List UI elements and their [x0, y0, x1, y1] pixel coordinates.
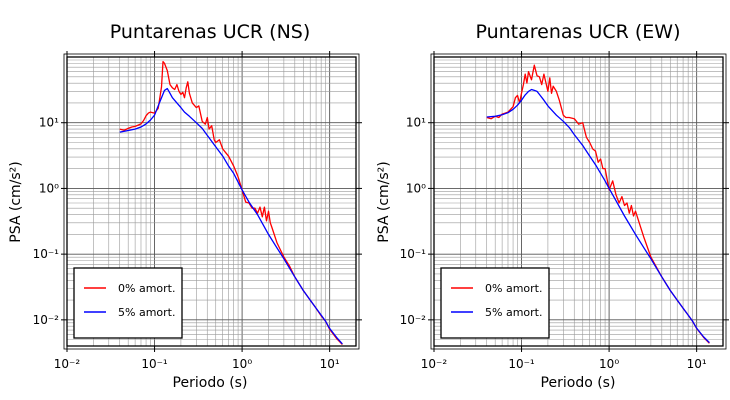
legend-label: 5% amort. [118, 306, 175, 319]
y-tick-label: 10⁻¹ [33, 247, 60, 261]
y-tick-label: 10⁻² [400, 313, 427, 327]
y-tick-label: 10⁰ [406, 181, 426, 195]
series-lines [486, 64, 710, 344]
x-tick-label: 10⁻² [54, 357, 81, 371]
plot-frame [66, 56, 357, 347]
legend-box [440, 267, 550, 339]
ticks [61, 51, 362, 352]
x-tick-label: 10⁰ [599, 357, 619, 371]
x-tick-label: 10¹ [320, 357, 340, 371]
panel-ns: Puntarenas UCR (NS) 10⁻² 10⁻¹ 10⁰ 10¹ 10⁻² 10… [8, 21, 362, 391]
panel-ew: Puntarenas UCR (EW) 10⁻² 10⁻¹ 10⁰ 10¹ 10⁻² 10… [376, 21, 729, 391]
series-lines [119, 60, 343, 346]
chart-title: Puntarenas UCR (EW) [475, 21, 680, 43]
legend-label: 0% amort. [485, 282, 542, 295]
x-tick-label: 10⁻¹ [141, 357, 168, 371]
x-tick-label: 10⁰ [232, 357, 252, 371]
ticks [428, 51, 729, 352]
series-line-blue [119, 87, 343, 345]
gridlines [66, 56, 357, 347]
series-line-blue [486, 88, 710, 344]
legend-label: 5% amort. [485, 306, 542, 319]
x-axis-label: Periodo (s) [173, 375, 248, 391]
x-tick-label: 10¹ [687, 357, 707, 371]
y-tick-label: 10⁻¹ [400, 247, 427, 261]
legend-label: 0% amort. [118, 282, 175, 295]
plot-frame-outer [430, 53, 727, 350]
chart-title: Puntarenas UCR (NS) [110, 21, 311, 43]
x-tick-label: 10⁻² [421, 357, 448, 371]
legend: 0% amort. 5% amort. [440, 267, 550, 339]
y-tick-label: 10⁰ [39, 181, 59, 195]
plot-frame [433, 56, 724, 347]
y-tick-label: 10⁻² [33, 313, 60, 327]
plot-frame-outer [63, 53, 360, 350]
y-axis-label: PSA (cm/s²) [376, 161, 392, 243]
y-axis-label: PSA (cm/s²) [8, 161, 24, 243]
legend-box [73, 267, 183, 339]
series-line-red [486, 64, 710, 344]
y-tick-label: 10¹ [406, 116, 426, 130]
legend: 0% amort. 5% amort. [73, 267, 183, 339]
x-axis-label: Periodo (s) [541, 375, 616, 391]
x-tick-label: 10⁻¹ [508, 357, 535, 371]
y-tick-label: 10¹ [39, 116, 59, 130]
